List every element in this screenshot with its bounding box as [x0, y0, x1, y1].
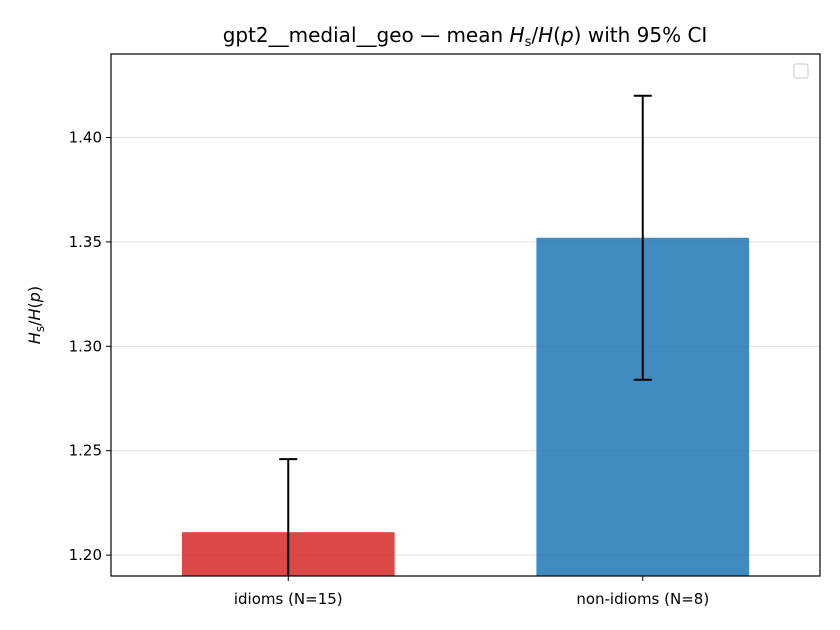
y-tick-label: 1.20 [69, 546, 102, 564]
y-axis-label: Hs/H(p) [25, 286, 47, 344]
y-axis: 1.20 1.25 1.30 1.35 1.40 [69, 129, 111, 564]
plot-frame [110, 53, 821, 577]
legend-box [793, 63, 809, 79]
chart-title: gpt2__medial__geo — mean Hs/H(p) with 95… [223, 23, 708, 50]
y-tick-label: 1.25 [69, 442, 102, 460]
y-tick-label: 1.35 [69, 233, 102, 251]
x-axis: idioms (N=15) non-idioms (N=8) [234, 576, 709, 608]
x-tick-label: idioms (N=15) [234, 590, 343, 608]
error-bars [279, 94, 652, 576]
y-tick-label: 1.40 [69, 129, 102, 147]
y-tick-label: 1.30 [69, 337, 102, 355]
x-tick-label: non-idioms (N=8) [576, 590, 709, 608]
